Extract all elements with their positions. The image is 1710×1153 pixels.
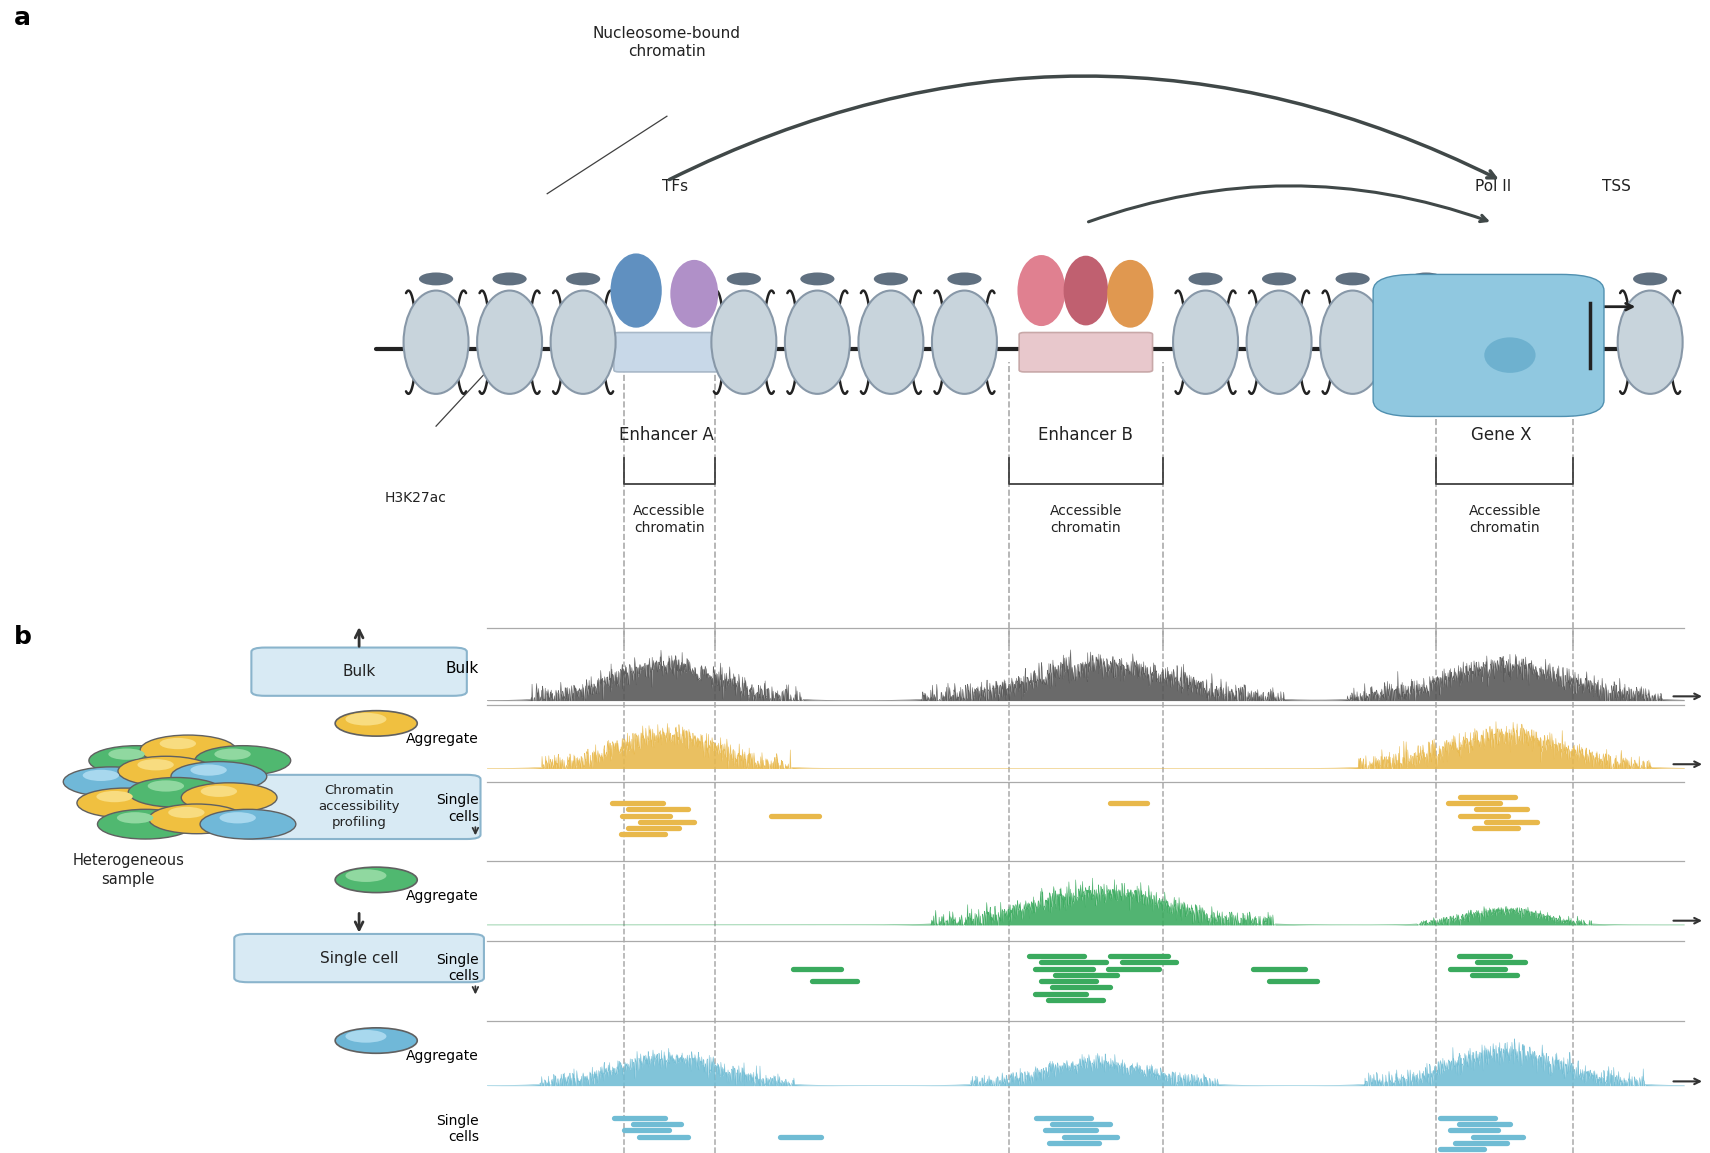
Text: Single
cells: Single cells: [436, 793, 479, 823]
Text: Aggregate: Aggregate: [405, 1049, 479, 1063]
Ellipse shape: [711, 291, 776, 394]
FancyBboxPatch shape: [614, 332, 720, 372]
Circle shape: [128, 777, 224, 807]
Ellipse shape: [1173, 291, 1238, 394]
FancyBboxPatch shape: [1019, 332, 1153, 372]
Circle shape: [1633, 272, 1667, 286]
Circle shape: [345, 869, 386, 882]
Circle shape: [149, 804, 245, 834]
Text: Pol II: Pol II: [1474, 179, 1512, 194]
FancyBboxPatch shape: [234, 934, 484, 982]
Ellipse shape: [1017, 255, 1065, 326]
Circle shape: [63, 767, 159, 797]
Text: H3K27ac: H3K27ac: [385, 491, 446, 505]
Circle shape: [1336, 272, 1370, 286]
Text: b: b: [14, 625, 31, 649]
Circle shape: [1262, 272, 1296, 286]
Text: Enhancer B: Enhancer B: [1038, 427, 1134, 444]
Circle shape: [200, 809, 296, 839]
Ellipse shape: [477, 291, 542, 394]
Circle shape: [800, 272, 834, 286]
Ellipse shape: [785, 291, 850, 394]
Ellipse shape: [1394, 291, 1459, 394]
Text: Aggregate: Aggregate: [405, 732, 479, 746]
Circle shape: [345, 713, 386, 725]
Circle shape: [200, 785, 238, 797]
Ellipse shape: [932, 291, 997, 394]
Circle shape: [1188, 272, 1223, 286]
Circle shape: [214, 748, 251, 760]
FancyArrowPatch shape: [669, 76, 1496, 180]
Ellipse shape: [1247, 291, 1312, 394]
Text: Aggregate: Aggregate: [405, 889, 479, 903]
Ellipse shape: [1064, 256, 1108, 325]
Circle shape: [492, 272, 527, 286]
Text: Chromatin
accessibility
profiling: Chromatin accessibility profiling: [318, 784, 400, 829]
Circle shape: [97, 809, 193, 839]
Circle shape: [335, 710, 417, 736]
Ellipse shape: [551, 291, 616, 394]
Circle shape: [118, 756, 214, 786]
Ellipse shape: [1320, 291, 1385, 394]
Text: Accessible
chromatin: Accessible chromatin: [633, 504, 706, 535]
Text: Heterogeneous
sample: Heterogeneous sample: [72, 853, 185, 887]
Circle shape: [147, 781, 185, 792]
Circle shape: [874, 272, 908, 286]
Ellipse shape: [1618, 291, 1683, 394]
Text: Bulk: Bulk: [446, 662, 479, 677]
Circle shape: [140, 736, 236, 764]
Circle shape: [137, 759, 174, 770]
Circle shape: [108, 748, 145, 760]
Ellipse shape: [610, 254, 662, 327]
Ellipse shape: [670, 259, 718, 327]
Circle shape: [190, 764, 227, 776]
Circle shape: [335, 1027, 417, 1054]
Circle shape: [1409, 272, 1443, 286]
FancyBboxPatch shape: [1373, 274, 1604, 416]
FancyBboxPatch shape: [251, 648, 467, 695]
Text: Single cell: Single cell: [320, 950, 398, 965]
Circle shape: [727, 272, 761, 286]
Circle shape: [181, 783, 277, 813]
Text: Gene X: Gene X: [1471, 427, 1532, 444]
Circle shape: [82, 770, 120, 781]
Circle shape: [116, 812, 154, 823]
Circle shape: [171, 762, 267, 791]
Text: Single
cells: Single cells: [436, 952, 479, 982]
Circle shape: [335, 867, 417, 892]
Circle shape: [419, 272, 453, 286]
Circle shape: [168, 807, 205, 819]
Circle shape: [96, 791, 133, 802]
FancyArrowPatch shape: [1089, 186, 1488, 221]
Text: Nucleosome-bound
chromatin: Nucleosome-bound chromatin: [593, 25, 740, 60]
Circle shape: [159, 738, 197, 749]
Circle shape: [566, 272, 600, 286]
Text: TFs: TFs: [662, 179, 689, 194]
Ellipse shape: [404, 291, 469, 394]
Ellipse shape: [1108, 259, 1153, 327]
Circle shape: [77, 789, 173, 817]
Ellipse shape: [858, 291, 923, 394]
Text: Accessible
chromatin: Accessible chromatin: [1050, 504, 1122, 535]
Circle shape: [345, 1030, 386, 1042]
Circle shape: [89, 746, 185, 775]
Ellipse shape: [1484, 338, 1536, 372]
Text: a: a: [14, 7, 31, 30]
Circle shape: [947, 272, 982, 286]
Circle shape: [195, 746, 291, 775]
Text: Bulk: Bulk: [342, 664, 376, 679]
Text: Accessible
chromatin: Accessible chromatin: [1469, 504, 1541, 535]
Text: Single
cells: Single cells: [436, 1114, 479, 1145]
Text: Enhancer A: Enhancer A: [619, 427, 715, 444]
Text: TSS: TSS: [1602, 179, 1630, 194]
FancyBboxPatch shape: [239, 775, 481, 839]
Circle shape: [219, 812, 256, 823]
